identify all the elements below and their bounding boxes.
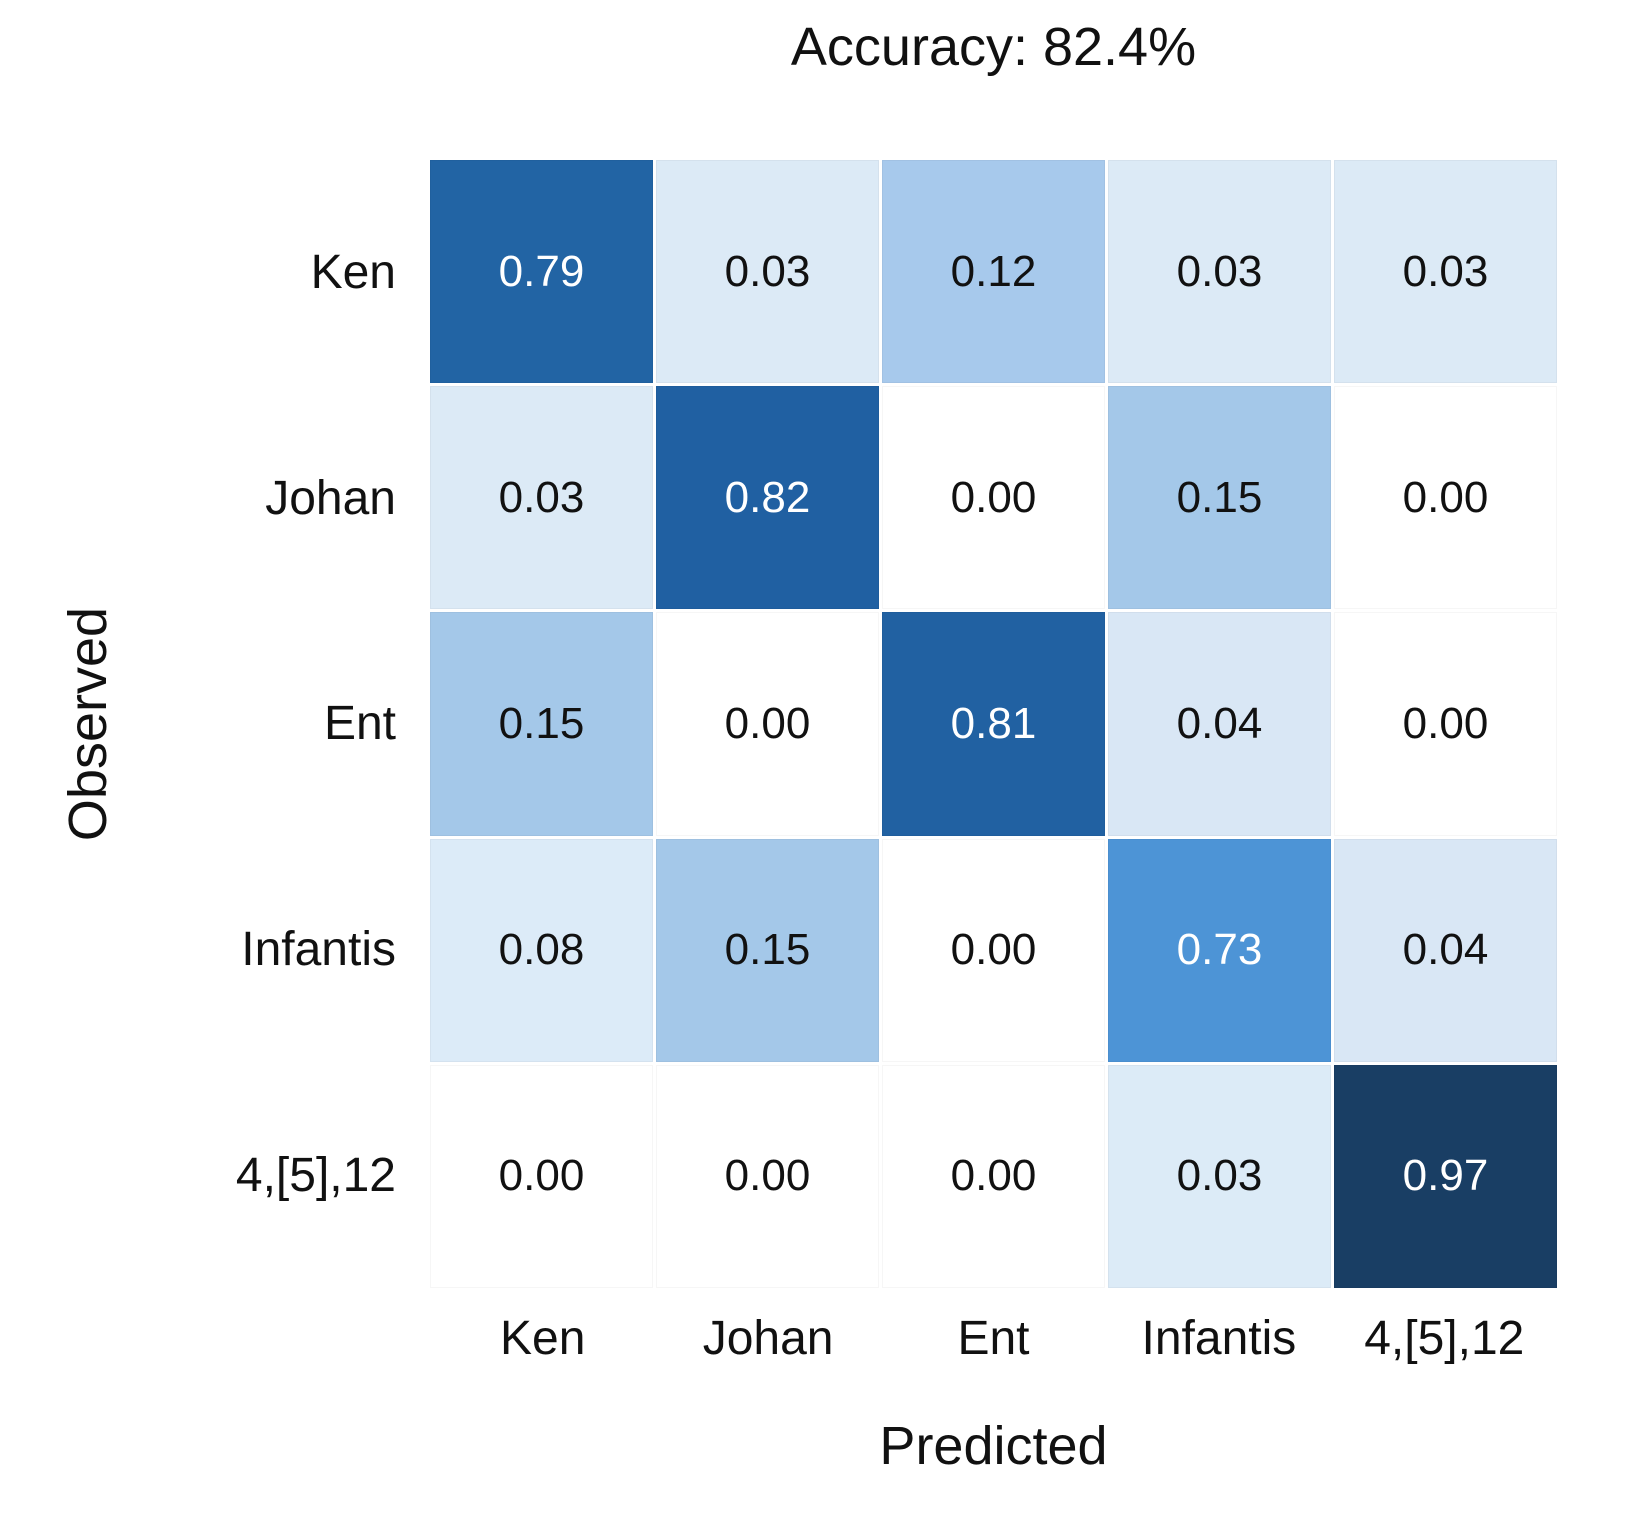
matrix-cell: 0.97: [1334, 1064, 1557, 1288]
confusion-matrix: 0.79 0.03 0.12 0.03 0.03 0.03 0.82 0.00 0.15 0.00…: [430, 160, 1557, 1288]
row-label: Johan: [265, 471, 396, 525]
row-labels: Ken Johan Ent Infantis 4,[5],12: [0, 160, 400, 1288]
matrix-cell: 0.81: [882, 612, 1105, 836]
matrix-cell: 0.03: [1108, 160, 1331, 384]
col-label: Johan: [702, 1311, 834, 1365]
matrix-cell: 0.00: [430, 1064, 653, 1288]
matrix-cell: 0.00: [882, 1064, 1105, 1288]
matrix-cell: 0.82: [656, 386, 879, 610]
matrix-cell: 0.15: [656, 838, 879, 1062]
matrix-cell: 0.03: [1108, 1064, 1331, 1288]
matrix-cell: 0.00: [882, 838, 1105, 1062]
matrix-cell: 0.04: [1334, 838, 1557, 1062]
matrix-cell: 0.15: [430, 612, 653, 836]
matrix-cell: 0.73: [1108, 838, 1331, 1062]
col-labels: Ken Johan Ent Infantis 4,[5],12: [430, 1298, 1557, 1378]
matrix-cell: 0.00: [656, 1064, 879, 1288]
row-label: Ken: [310, 246, 396, 300]
chart-title: Accuracy: 82.4%: [790, 17, 1197, 77]
matrix-cell: 0.00: [882, 386, 1105, 610]
matrix-cell: 0.03: [430, 386, 653, 610]
col-label: Ent: [957, 1311, 1030, 1365]
matrix-cell: 0.04: [1108, 612, 1331, 836]
row-label: Infantis: [241, 923, 396, 977]
matrix-cell: 0.00: [1334, 612, 1557, 836]
matrix-cell: 0.08: [430, 838, 653, 1062]
row-label: 4,[5],12: [235, 1148, 396, 1202]
row-label: Ent: [323, 697, 396, 751]
matrix-cell: 0.03: [656, 160, 879, 384]
col-label: Ken: [499, 1311, 586, 1365]
matrix-cell: 0.15: [1108, 386, 1331, 610]
x-axis-title: Predicted: [879, 1416, 1108, 1476]
matrix-cell: 0.12: [882, 160, 1105, 384]
matrix-cell: 0.79: [430, 160, 653, 384]
matrix-cell: 0.00: [656, 612, 879, 836]
col-label: Infantis: [1141, 1311, 1297, 1365]
matrix-cell: 0.03: [1334, 160, 1557, 384]
col-label: 4,[5],12: [1364, 1311, 1525, 1365]
matrix-cell: 0.00: [1334, 386, 1557, 610]
